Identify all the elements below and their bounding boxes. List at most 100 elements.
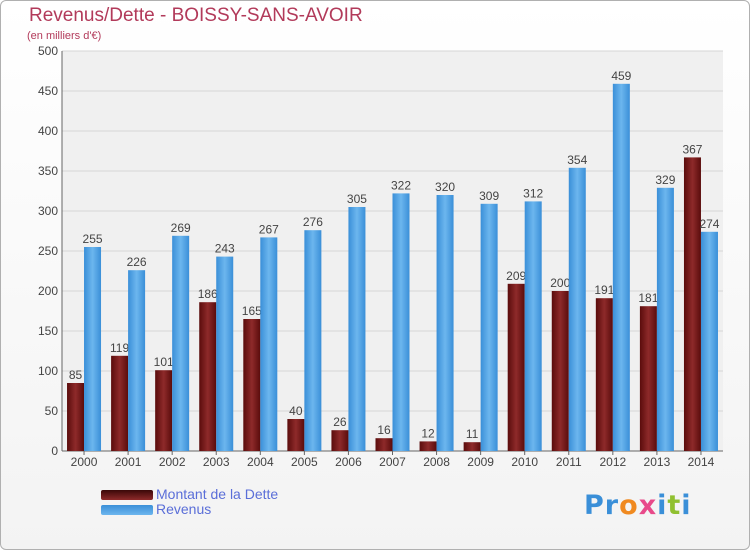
y-tick-label: 0	[51, 444, 58, 458]
bar-revenus	[524, 201, 542, 451]
data-label-revenus: 320	[435, 180, 455, 194]
x-tick-label: 2000	[71, 455, 98, 469]
data-label-dette: 11	[466, 427, 479, 441]
data-label-revenus: 312	[523, 186, 543, 200]
data-label-dette: 191	[594, 283, 614, 297]
x-tick-label: 2005	[291, 455, 318, 469]
x-tick-label: 2002	[159, 455, 186, 469]
data-label-dette: 200	[550, 276, 570, 290]
data-label-dette: 367	[682, 142, 702, 156]
bar-dette	[199, 302, 217, 451]
x-tick-label: 2014	[688, 455, 715, 469]
data-label-revenus: 354	[567, 153, 587, 167]
bar-dette	[507, 283, 525, 451]
bar-dette	[683, 157, 701, 451]
bar-revenus	[436, 195, 454, 451]
data-label-revenus: 255	[83, 232, 103, 246]
y-tick-label: 500	[38, 44, 58, 58]
data-label-revenus: 226	[127, 255, 147, 269]
bar-revenus	[304, 230, 322, 451]
data-label-revenus: 459	[611, 69, 631, 83]
bar-revenus	[84, 247, 102, 451]
bar-revenus	[260, 237, 278, 451]
y-tick-label: 400	[38, 124, 58, 138]
logo-letter: t	[667, 490, 682, 521]
legend-label-revenus: Revenus	[156, 501, 212, 517]
x-tick-label: 2007	[379, 455, 406, 469]
bar-dette	[551, 291, 569, 451]
data-label-revenus: 322	[391, 178, 411, 192]
y-tick-label: 200	[38, 284, 58, 298]
bar-dette	[639, 306, 657, 451]
bar-chart: 0 50 100 150 200 250 300 350 400 450 500 85 255 2000 1…	[38, 44, 723, 469]
data-label-revenus: 329	[655, 173, 675, 187]
bar-dette	[595, 298, 613, 451]
y-tick-label: 150	[38, 324, 58, 338]
bar-revenus	[392, 193, 410, 451]
data-label-dette: 181	[638, 291, 658, 305]
bar-revenus	[568, 167, 586, 452]
chart-title: Revenus/Dette - BOISSY-SANS-AVOIR	[29, 5, 363, 26]
data-label-revenus: 269	[171, 221, 191, 235]
bar-revenus	[480, 203, 498, 451]
x-tick-label: 2011	[556, 455, 582, 469]
bar-revenus	[612, 83, 630, 452]
data-label-revenus: 267	[259, 222, 279, 236]
data-label-dette: 85	[69, 368, 83, 382]
x-tick-label: 2004	[247, 455, 274, 469]
logo-letter: x	[638, 490, 658, 521]
x-tick-label: 2013	[644, 455, 671, 469]
data-label-revenus: 305	[347, 192, 367, 206]
x-tick-label: 2009	[467, 455, 494, 469]
y-tick-label: 300	[38, 204, 58, 218]
x-tick-label: 2012	[599, 455, 626, 469]
x-tick-label: 2003	[203, 455, 230, 469]
data-label-revenus: 309	[479, 189, 499, 203]
legend-swatch-dette	[101, 490, 153, 500]
x-tick-label: 2010	[511, 455, 538, 469]
data-label-revenus: 243	[215, 242, 235, 256]
bar-dette	[111, 355, 129, 451]
chart-subtitle: (en milliers d'€)	[27, 30, 102, 42]
bar-revenus	[348, 207, 366, 451]
legend-swatch-revenus	[101, 505, 153, 515]
bar-dette	[463, 442, 481, 451]
bar-revenus	[128, 270, 146, 451]
legend-label-dette: Montant de la Dette	[156, 486, 279, 502]
bar-dette	[67, 383, 85, 451]
x-tick-label: 2006	[335, 455, 362, 469]
bar-dette	[375, 438, 393, 451]
logo-letter: P	[584, 490, 605, 521]
bar-revenus	[656, 187, 674, 452]
data-label-dette: 119	[110, 341, 129, 355]
data-label-dette: 186	[198, 287, 218, 301]
bar-revenus	[700, 231, 718, 451]
data-label-revenus: 276	[303, 215, 323, 229]
y-tick-label: 350	[38, 164, 58, 178]
data-label-dette: 40	[289, 404, 303, 418]
logo-letter: i	[681, 490, 692, 521]
data-label-revenus: 274	[699, 217, 719, 231]
logo-letter: r	[604, 490, 620, 521]
data-label-dette: 209	[506, 269, 526, 283]
data-label-dette: 26	[333, 415, 347, 429]
proxiti-logo: Proxiti	[584, 490, 692, 521]
bar-dette	[419, 441, 437, 451]
bar-revenus	[216, 256, 234, 451]
data-label-dette: 16	[377, 423, 391, 437]
bar-dette	[155, 370, 173, 451]
x-tick-label: 2008	[423, 455, 450, 469]
data-label-dette: 165	[242, 304, 262, 318]
logo-letter: o	[619, 490, 639, 521]
data-label-dette: 101	[154, 355, 174, 369]
y-tick-label: 100	[38, 364, 58, 378]
bar-dette	[331, 430, 349, 451]
x-tick-label: 2001	[115, 455, 142, 469]
bar-dette	[287, 419, 305, 451]
y-tick-label: 450	[38, 84, 58, 98]
data-label-dette: 12	[421, 426, 435, 440]
bar-dette	[243, 319, 261, 451]
logo-letter: i	[657, 490, 668, 521]
y-tick-label: 50	[45, 404, 59, 418]
